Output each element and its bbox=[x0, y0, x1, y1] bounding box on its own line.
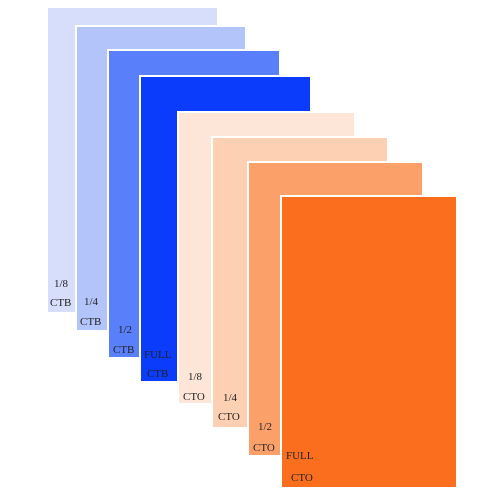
swatch-amount: 1/8 bbox=[188, 371, 203, 383]
swatch-amount: 1/4 bbox=[223, 392, 238, 404]
swatch: FULL CTO bbox=[280, 195, 458, 489]
swatch-kind: CTB bbox=[80, 316, 101, 328]
swatch-kind: CTB bbox=[147, 368, 168, 380]
swatch-card bbox=[280, 195, 458, 489]
swatch-kind: CTO bbox=[183, 391, 205, 403]
swatch-kind: CTB bbox=[113, 344, 134, 356]
swatch-amount: FULL bbox=[144, 349, 172, 361]
swatch-amount: 1/8 bbox=[54, 278, 69, 290]
swatch-amount: 1/2 bbox=[258, 421, 272, 433]
swatch-amount: 1/4 bbox=[84, 296, 99, 308]
swatch-amount: 1/2 bbox=[118, 324, 132, 336]
swatch-amount: FULL bbox=[286, 450, 314, 462]
swatch-kind: CTB bbox=[50, 297, 71, 309]
swatch-kind: CTO bbox=[218, 411, 240, 423]
swatch-kind: CTO bbox=[253, 442, 275, 454]
swatch-kind: CTO bbox=[291, 472, 313, 484]
